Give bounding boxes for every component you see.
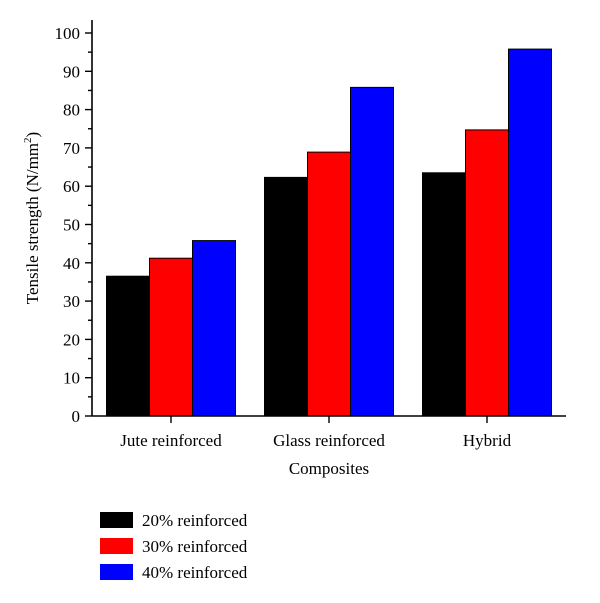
y-tick-label: 30 [63,292,80,311]
y-tick-label: 90 [63,62,80,81]
y-tick-label: 80 [63,101,80,120]
bar [307,151,351,417]
y-tick-label: 0 [72,407,81,426]
bar [106,275,150,417]
y-axis-title-suffix: ) [23,132,42,138]
y-ticks: 0 10 20 30 40 50 60 70 80 90 100 [55,24,92,426]
y-axis-title-superscript: 2 [22,137,34,143]
y-tick-label: 10 [63,369,80,388]
x-axis-title: Composites [289,459,369,478]
y-axis-title-text: Tensile strength (N/mm [23,143,42,304]
bar [350,86,394,417]
legend: 20% reinforced 30% reinforced 40% reinforc… [100,511,248,582]
x-tick-label: Hybrid [463,431,512,450]
bar [465,129,509,417]
legend-swatch [100,564,133,580]
legend-label: 20% reinforced [142,511,248,530]
bar [508,48,552,417]
legend-label: 30% reinforced [142,537,248,556]
bars [106,48,552,417]
y-tick-label: 50 [63,216,80,235]
y-tick-label: 40 [63,254,80,273]
legend-swatch [100,538,133,554]
y-axis-title: Tensile strength (N/mm2) [22,132,42,304]
y-tick-label: 100 [55,24,81,43]
y-tick-label: 70 [63,139,80,158]
bar [192,240,236,417]
bar [422,172,466,417]
plot-area: 0 10 20 30 40 50 60 70 80 90 100 Jute reinforced Gl… [55,20,566,450]
legend-label: 40% reinforced [142,563,248,582]
y-tick-label: 60 [63,177,80,196]
legend-swatch [100,512,133,528]
x-tick-label: Jute reinforced [120,431,222,450]
bar [149,257,193,417]
bar [264,176,308,417]
x-ticks: Jute reinforced Glass reinforced Hybrid [120,416,512,450]
y-tick-label: 20 [63,330,80,349]
x-tick-label: Glass reinforced [273,431,385,450]
